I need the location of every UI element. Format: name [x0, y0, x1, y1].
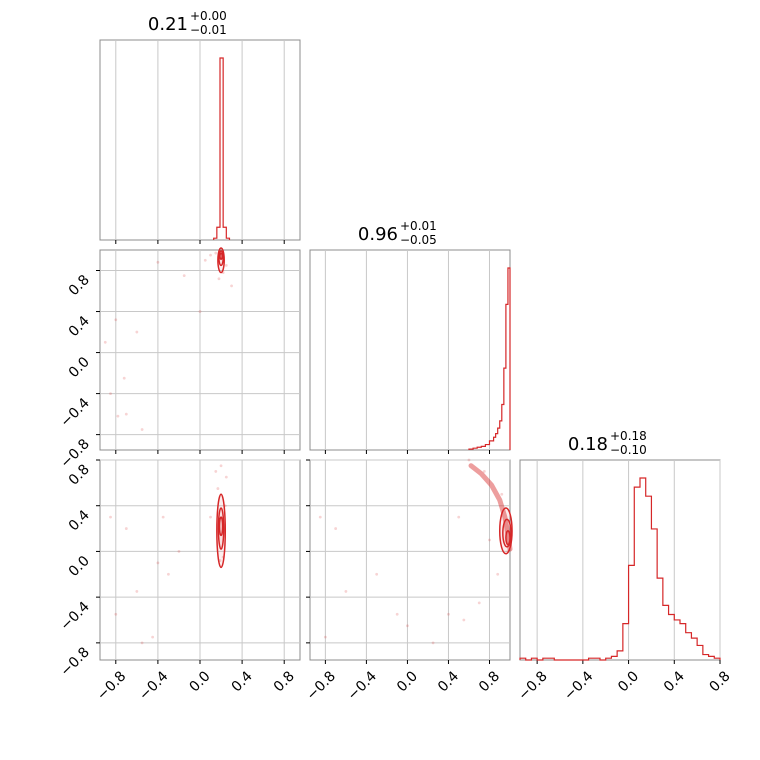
pair-1-0-point-16	[122, 376, 126, 380]
x-tick-label-2-2: 0.0	[615, 668, 642, 695]
pair-1-0-point-3	[140, 428, 144, 431]
pair-1-0-point-5	[135, 330, 139, 334]
pair-2-1-point-11	[496, 572, 500, 576]
y-tick-label-1-3: 0.4	[66, 313, 93, 340]
pair-1-0-point-17	[217, 277, 221, 281]
pair-2-1-point-9	[477, 601, 481, 605]
pair-2-0-point-3	[151, 635, 155, 639]
pair-2-1-point-7	[447, 612, 450, 616]
hist-title-minus-0: −0.01	[190, 23, 227, 37]
pair-2-1-point-0	[318, 515, 322, 519]
pair-1-0-point-12	[230, 284, 233, 288]
pair-2-1-point-2	[344, 590, 348, 593]
hist-title-plus-2: +0.18	[610, 429, 647, 443]
x-tick-label-0-3: 0.4	[229, 668, 256, 695]
hist-step-1	[468, 267, 511, 450]
pair-2-0-point-14	[114, 612, 118, 616]
pair-2-1-point-12	[467, 458, 471, 462]
x-tick-label-1-1: −0.4	[345, 668, 380, 703]
hist-step-0	[213, 57, 231, 240]
pair-2-0-point-10	[224, 475, 228, 479]
pair-2-1-point-14	[500, 492, 504, 496]
hist-title-plus-1: +0.01	[400, 219, 437, 233]
y-tick-label-2-1: −0.4	[57, 599, 92, 634]
hist-title-plus-0: +0.00	[190, 9, 227, 23]
pair-1-0-point-13	[209, 253, 212, 257]
pair-2-1-point-1	[334, 527, 338, 530]
hist-title-2: 0.18	[568, 434, 608, 455]
pair-2-0-point-1	[124, 527, 128, 530]
pair-1-0-point-2	[124, 412, 128, 416]
hist-2-frame	[519, 459, 721, 661]
pair-2-1-contour-2	[505, 530, 511, 546]
x-tick-label-0-2: 0.0	[187, 668, 214, 695]
pair-2-1-point-4	[395, 612, 399, 616]
hist-title-0: 0.21	[148, 14, 188, 35]
x-tick-label-0-1: −0.4	[136, 668, 171, 703]
y-tick-label-2-3: 0.4	[66, 507, 93, 534]
pair-1-0-point-8	[198, 310, 202, 313]
pair-2-0-point-4	[140, 641, 144, 645]
x-tick-label-0-4: 0.8	[271, 668, 298, 695]
y-tick-label-1-2: 0.0	[66, 354, 93, 381]
pair-2-0-point-9	[214, 470, 218, 473]
x-tick-label-1-2: 0.0	[394, 668, 421, 695]
x-tick-label-2-1: −0.4	[561, 668, 596, 703]
x-tick-label-2-3: 0.4	[661, 668, 688, 695]
pair-2-0-point-15	[167, 572, 170, 576]
pair-2-1-point-8	[462, 618, 466, 622]
pair-2-0-point-8	[209, 515, 212, 519]
pair-1-0-point-11	[224, 263, 228, 267]
pair-2-1-point-5	[406, 624, 409, 628]
pair-2-1-point-6	[431, 641, 435, 645]
hist-title-minus-2: −0.10	[610, 443, 647, 457]
pair-2-0-point-5	[161, 515, 165, 519]
y-tick-label-2-0: −0.8	[57, 644, 92, 679]
pair-1-0-point-7	[182, 274, 186, 278]
x-tick-label-2-4: 0.8	[707, 668, 734, 695]
pair-2-0-point-0	[109, 515, 112, 519]
hist-title-1: 0.96	[358, 224, 398, 245]
pair-1-0-point-1	[116, 414, 120, 418]
y-tick-label-2-2: 0.0	[66, 553, 93, 580]
hist-1-frame	[309, 249, 511, 451]
pair-2-0-point-2	[135, 590, 139, 593]
x-tick-label-1-0: −0.8	[304, 668, 339, 703]
pair-2-1-point-10	[488, 538, 491, 542]
pair-1-0-point-4	[114, 318, 118, 322]
x-tick-label-1-4: 0.8	[476, 668, 503, 695]
pair-2-1-density-arc	[468, 463, 513, 552]
x-tick-label-1-3: 0.4	[435, 668, 462, 695]
pair-2-1-point-3	[375, 572, 379, 576]
hist-title-minus-1: −0.05	[400, 233, 437, 247]
pair-2-0-point-6	[156, 561, 160, 565]
pair-2-1-point-16	[323, 635, 327, 639]
x-tick-label-2-0: −0.8	[515, 668, 550, 703]
y-tick-label-1-4: 0.8	[66, 272, 93, 299]
pair-2-0-point-12	[216, 487, 220, 490]
pair-1-0-point-0	[103, 340, 107, 344]
pair-2-1-point-13	[482, 470, 486, 473]
pair-2-0-point-7	[177, 550, 181, 553]
y-tick-label-1-1: −0.4	[57, 395, 92, 430]
pair-2-0-point-16	[219, 464, 223, 468]
pair-2-1-frame	[309, 459, 511, 661]
y-tick-label-1-0: −0.8	[57, 436, 92, 471]
hist-step-2	[519, 477, 721, 661]
x-tick-label-0-0: −0.8	[94, 668, 129, 703]
pair-1-0-point-15	[109, 392, 112, 395]
pair-1-0-point-9	[203, 258, 207, 262]
pair-1-0-point-10	[214, 251, 218, 255]
pair-1-0-point-6	[156, 260, 160, 264]
pair-2-0-contour-2	[218, 516, 224, 537]
pair-1-0-contour-2	[219, 252, 223, 260]
pair-2-1-point-17	[457, 515, 461, 519]
